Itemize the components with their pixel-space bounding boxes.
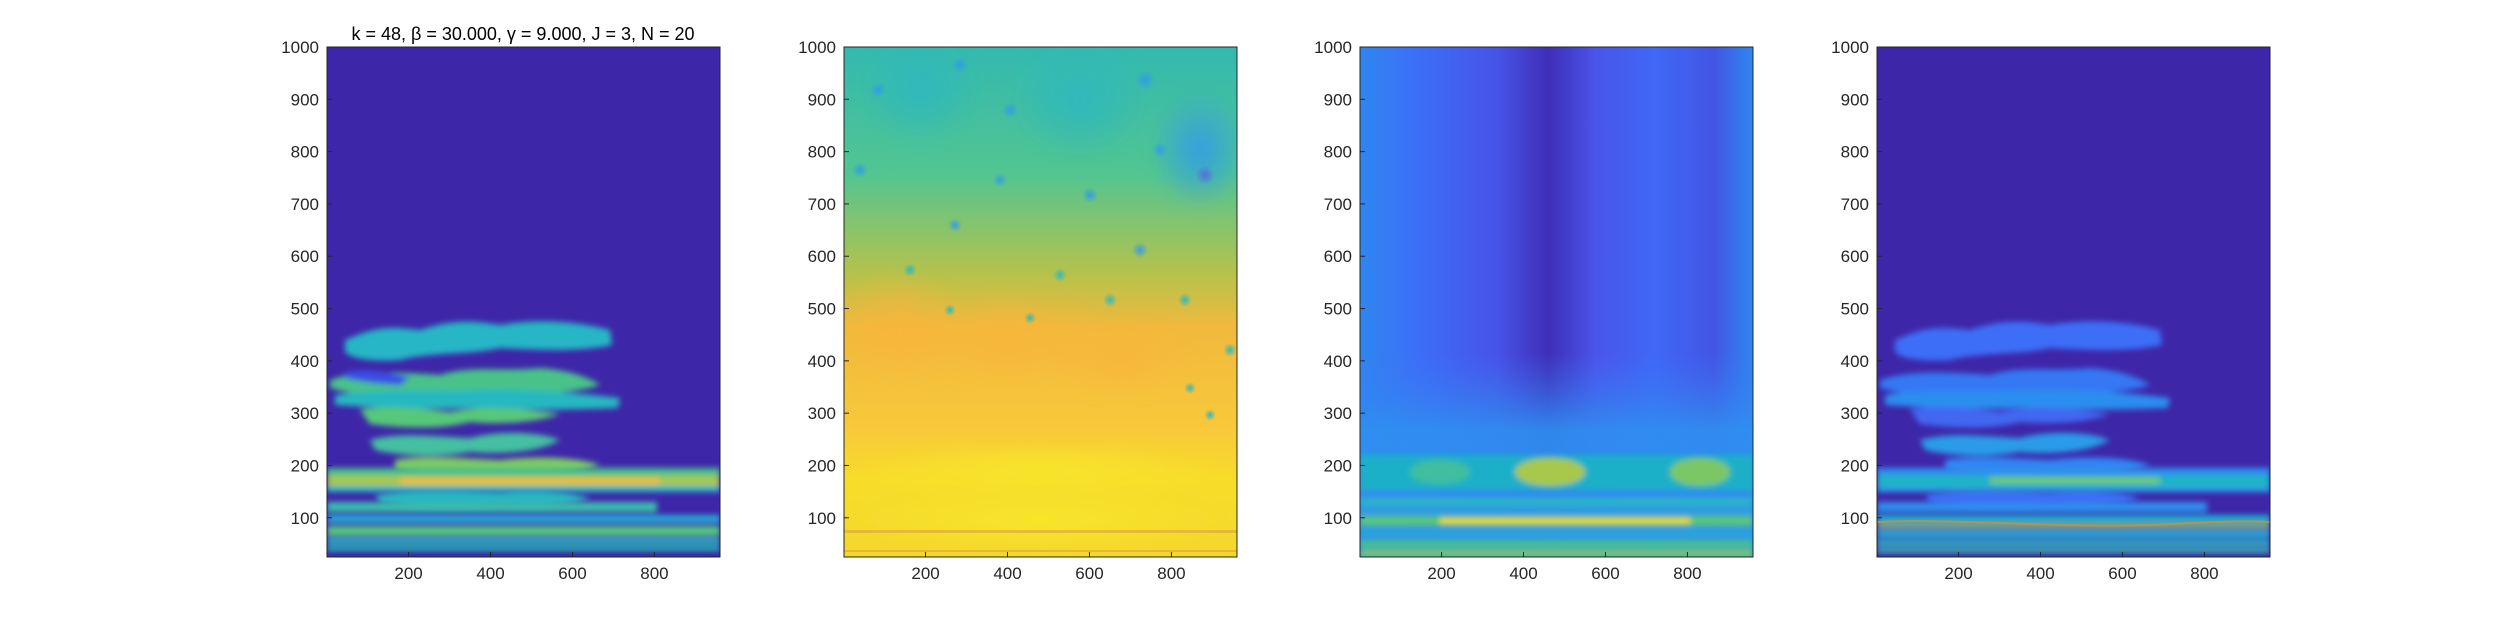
panel-2-xtick-label: 800: [1157, 564, 1185, 583]
panel-2-ytick-label: 100: [808, 509, 836, 528]
panel-1-ytick-label: 100: [291, 509, 319, 528]
panel-3-xtick-label: 600: [1591, 564, 1619, 583]
panel-3-ytick-label: 700: [1324, 195, 1352, 214]
panel-3-ytick-label: 400: [1324, 352, 1352, 371]
panel-3-ytick-label: 900: [1324, 90, 1352, 109]
panel-4-ytick-label: 500: [1841, 300, 1869, 319]
panel-3-ytick-label: 300: [1324, 404, 1352, 423]
panel-1-ytick-label: 600: [291, 247, 319, 266]
panel-3-ytick-label: 100: [1324, 509, 1352, 528]
panel-1-xtick-label: 400: [476, 564, 504, 583]
panel-3-axes: 200 400 600 800 100 200 300 400 500 600 700 800 900 1…: [1314, 38, 1701, 583]
panel-4-ytick-label: 800: [1841, 143, 1869, 162]
panel-4-xtick-label: 800: [2190, 564, 2218, 583]
panel-4-ytick-label: 200: [1841, 456, 1869, 475]
panel-2-axes: 200 400 600 800 100 200 300 400 500 600 700 800 900 1…: [798, 38, 1185, 583]
panel-1-axes: 200 400 600 800 100 200 300 400 500 600 700 800 900 1…: [281, 38, 668, 583]
panel-4-ytick-label: 1000: [1831, 38, 1869, 57]
panel-4-ytick-label: 300: [1841, 404, 1869, 423]
panel-2-image: [844, 47, 1237, 557]
panel-1-ytick-label: 500: [291, 300, 319, 319]
panel-4-ytick-label: 600: [1841, 247, 1869, 266]
panel-2-ytick-label: 1000: [798, 38, 836, 57]
panel-4-ytick-label: 100: [1841, 509, 1869, 528]
panel-3-ytick-label: 800: [1324, 143, 1352, 162]
panel-3-ytick-label: 600: [1324, 247, 1352, 266]
panel-4-axes: 200 400 600 800 100 200 300 400 500 600 700 800 900 1…: [1831, 38, 2218, 583]
panel-1-xtick-label: 600: [558, 564, 586, 583]
panel-2-ytick-label: 200: [808, 456, 836, 475]
panel-3-image: [1360, 47, 1753, 557]
panel-3-frame: [1359, 46, 1754, 558]
panel-4-xtick-label: 400: [2026, 564, 2054, 583]
panel-2-xtick-label: 600: [1075, 564, 1103, 583]
panel-2-ytick-label: 700: [808, 195, 836, 214]
panel-1-ytick-label: 1000: [281, 38, 319, 57]
panel-2-xtick-label: 200: [911, 564, 939, 583]
panel-1-frame: [326, 46, 721, 558]
panel-1-ytick-label: 800: [291, 143, 319, 162]
panel-2-ytick-label: 800: [808, 143, 836, 162]
panel-2-ytick-label: 300: [808, 404, 836, 423]
panel-2-ytick-label: 900: [808, 90, 836, 109]
panel-4-xtick-label: 200: [1944, 564, 1972, 583]
panel-1-ytick-label: 200: [291, 456, 319, 475]
panel-1-image: [327, 47, 720, 557]
panel-1-xtick-label: 200: [394, 564, 422, 583]
panel-3-xtick-label: 400: [1509, 564, 1537, 583]
panel-3-ytick-label: 500: [1324, 300, 1352, 319]
panel-4-xtick-label: 600: [2108, 564, 2136, 583]
panel-2-frame: [843, 46, 1238, 558]
panel-3-ytick-label: 1000: [1314, 38, 1352, 57]
panel-1-ytick-label: 300: [291, 404, 319, 423]
panel-1-ytick-label: 700: [291, 195, 319, 214]
panel-4-ytick-label: 700: [1841, 195, 1869, 214]
panel-2-ytick-label: 500: [808, 300, 836, 319]
panel-3-xtick-label: 200: [1427, 564, 1455, 583]
panel-2-ytick-label: 600: [808, 247, 836, 266]
panel-4: 200 400 600 800 100 200 300 400 500 600 700 800 900 1…: [1831, 38, 2271, 583]
panel-2-xtick-label: 400: [993, 564, 1021, 583]
panel-2-ytick-label: 400: [808, 352, 836, 371]
panel-3-ytick-label: 200: [1324, 456, 1352, 475]
panel-3-xtick-label: 800: [1673, 564, 1701, 583]
panel-4-frame: [1876, 46, 2271, 558]
panel-1: 200 400 600 800 100 200 300 400 500 600 700 800 900 1…: [281, 38, 721, 583]
panel-4-image: [1877, 47, 2270, 557]
panel-1-xtick-label: 800: [640, 564, 668, 583]
panel-3: 200 400 600 800 100 200 300 400 500 600 700 800 900 1…: [1314, 38, 1754, 583]
panel-1-ytick-label: 900: [291, 90, 319, 109]
panel-1-ytick-label: 400: [291, 352, 319, 371]
panel-4-ytick-label: 400: [1841, 352, 1869, 371]
panel-4-ytick-label: 900: [1841, 90, 1869, 109]
panel-1-title: k = 48, β = 30.000, γ = 9.000, J = 3, N …: [351, 24, 694, 44]
panel-2: 200 400 600 800 100 200 300 400 500 600 700 800 900 1…: [798, 38, 1238, 583]
